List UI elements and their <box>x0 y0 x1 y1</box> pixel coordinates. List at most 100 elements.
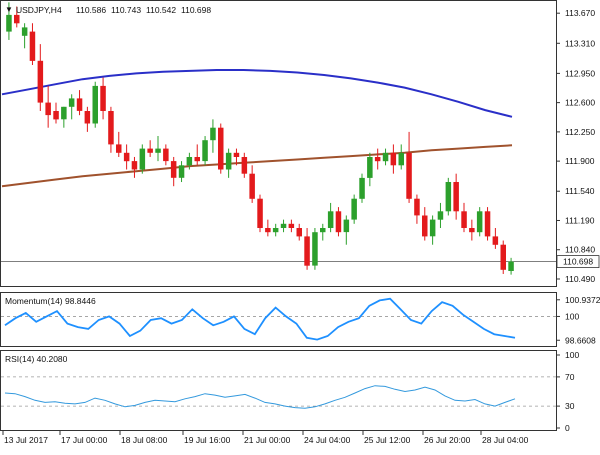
rsi-title: RSI(14) 40.2080 <box>5 354 68 364</box>
bear-candle[interactable] <box>45 102 51 116</box>
price-tick-label: 112.250 <box>565 127 595 137</box>
bull-candle[interactable] <box>186 157 193 166</box>
bull-candle[interactable] <box>92 85 99 124</box>
bear-candle[interactable] <box>469 228 475 233</box>
rsi-tick-label: 70 <box>565 372 575 382</box>
bull-candle[interactable] <box>359 177 365 199</box>
bull-candle[interactable] <box>21 27 28 36</box>
bear-candle[interactable] <box>100 85 106 111</box>
bear-candle[interactable] <box>84 111 91 124</box>
bull-candle[interactable] <box>68 98 75 107</box>
bear-candle[interactable] <box>406 152 412 199</box>
bear-candle[interactable] <box>29 31 36 61</box>
price-tick-label: 111.190 <box>565 215 595 225</box>
bull-candle[interactable] <box>139 148 146 170</box>
bear-candle[interactable] <box>170 161 177 178</box>
ohlc-open: 110.586 <box>76 5 106 15</box>
time-tick-label: 13 Jul 2017 <box>4 435 48 445</box>
time-tick-label: 21 Jul 00:00 <box>244 435 291 445</box>
bear-candle[interactable] <box>335 211 342 233</box>
price-tick-label: 112.600 <box>565 98 595 108</box>
bull-candle[interactable] <box>280 223 287 228</box>
time-tick-label: 28 Jul 04:00 <box>482 435 529 445</box>
bull-candle[interactable] <box>312 232 318 266</box>
price-panel[interactable] <box>0 0 557 287</box>
bull-candle[interactable] <box>398 152 405 166</box>
price-tick-label: 111.900 <box>565 156 595 166</box>
time-tick-label: 19 Jul 16:00 <box>184 435 231 445</box>
bear-candle[interactable] <box>233 152 240 157</box>
bull-candle[interactable] <box>508 261 514 271</box>
bear-candle[interactable] <box>484 211 491 237</box>
bull-candle[interactable] <box>225 152 232 170</box>
bear-candle[interactable] <box>116 144 122 153</box>
bear-candle[interactable] <box>53 111 59 120</box>
ma-fast-line <box>1 69 513 118</box>
bull-candle[interactable] <box>382 152 389 162</box>
bull-candle[interactable] <box>476 211 483 233</box>
momentum-panel[interactable] <box>0 292 557 347</box>
bull-candle[interactable] <box>367 157 373 178</box>
rsi-tick-label: 0 <box>565 423 570 433</box>
price-tick-label: 110.490 <box>565 274 595 284</box>
symbol-label: USDJPY,H4 <box>16 5 62 15</box>
rsi-tick-label: 30 <box>565 401 575 411</box>
candlestick-series <box>6 2 514 275</box>
price-axis: 113.670 113.310 112.950 112.600 112.250 111.9… <box>556 8 600 284</box>
time-tick-label: 17 Jul 00:00 <box>61 435 108 445</box>
bear-candle[interactable] <box>453 182 459 212</box>
bull-candle[interactable] <box>320 228 326 233</box>
time-tick-label: 26 Jul 20:00 <box>424 435 471 445</box>
bear-candle[interactable] <box>257 198 263 228</box>
bear-candle[interactable] <box>288 223 295 228</box>
bull-candle[interactable] <box>429 219 436 237</box>
bear-candle[interactable] <box>123 152 130 162</box>
bull-candle[interactable] <box>178 165 185 178</box>
bear-candle[interactable] <box>500 244 507 270</box>
bear-candle[interactable] <box>390 152 397 166</box>
bear-candle[interactable] <box>163 148 169 162</box>
rsi-panel[interactable] <box>0 350 557 431</box>
bear-candle[interactable] <box>194 157 201 162</box>
momentum-tick-label: 100.9372 <box>565 295 600 305</box>
time-tick-label: 18 Jul 08:00 <box>121 435 168 445</box>
current-price-label: 110.698 <box>563 257 593 267</box>
bear-candle[interactable] <box>374 157 381 162</box>
bear-candle[interactable] <box>461 211 467 228</box>
bull-candle[interactable] <box>155 148 161 153</box>
bear-candle[interactable] <box>249 173 255 199</box>
bull-candle[interactable] <box>445 182 452 212</box>
bear-candle[interactable] <box>108 111 114 145</box>
bear-candle[interactable] <box>492 236 499 245</box>
bear-candle[interactable] <box>218 127 224 170</box>
bear-candle[interactable] <box>131 161 138 170</box>
bull-candle[interactable] <box>202 140 208 162</box>
momentum-title: Momentum(14) 98.8446 <box>5 296 96 306</box>
bear-candle[interactable] <box>296 228 303 237</box>
rsi-indicator: 100 70 30 0 <box>1 350 579 433</box>
collapse-arrow-icon[interactable]: ▼ <box>5 5 13 14</box>
bear-candle[interactable] <box>304 236 310 266</box>
time-tick-label: 25 Jul 12:00 <box>364 435 411 445</box>
bear-candle[interactable] <box>14 14 20 24</box>
rsi-line <box>4 385 516 409</box>
price-tick-label: 112.950 <box>565 68 595 78</box>
rsi-tick-label: 100 <box>565 350 579 360</box>
bear-candle[interactable] <box>422 215 428 237</box>
bear-candle[interactable] <box>414 198 420 216</box>
bull-candle[interactable] <box>272 228 279 233</box>
bull-candle[interactable] <box>437 211 444 220</box>
bear-candle[interactable] <box>76 98 83 111</box>
bull-candle[interactable] <box>61 106 67 120</box>
bear-candle[interactable] <box>241 157 248 174</box>
momentum-indicator: 100.9372 100 98.6608 <box>1 295 600 345</box>
bull-candle[interactable] <box>210 127 216 141</box>
bull-candle[interactable] <box>327 211 334 228</box>
bear-candle[interactable] <box>37 60 44 103</box>
bull-candle[interactable] <box>6 14 12 32</box>
bear-candle[interactable] <box>265 228 271 233</box>
bull-candle[interactable] <box>351 198 357 220</box>
bear-candle[interactable] <box>147 148 153 153</box>
bull-candle[interactable] <box>343 219 350 233</box>
